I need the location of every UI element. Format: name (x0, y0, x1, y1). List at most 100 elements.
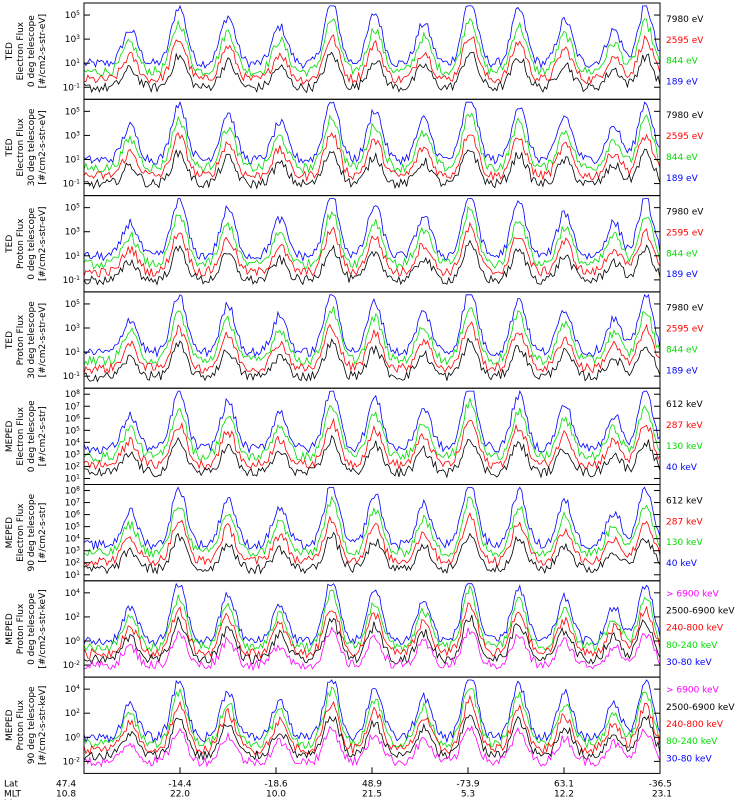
panel-3-legend-2: 2595 eV (666, 228, 704, 238)
panel-5-ytick-label: 103 (65, 449, 80, 461)
panel-3-series-2 (83, 221, 661, 278)
panel-8-legend-1: > 6900 keV (666, 686, 720, 696)
xaxis-lat-label: -18.6 (264, 779, 288, 789)
panel-3-ytick-label: 103 (65, 226, 80, 238)
panel-3-legend-1: 7980 eV (666, 207, 704, 217)
xaxis-row-label-2: MLT (4, 789, 22, 799)
panel-2-series-4 (83, 100, 661, 166)
panel-1-ytick-label: 103 (65, 34, 80, 46)
panel-7-ytick-label: 10-2 (63, 660, 81, 672)
panel-5-series-4 (83, 389, 661, 454)
panel-6-series-1 (83, 531, 661, 575)
panel-6-ytick-label: 105 (65, 521, 80, 533)
panel-8-legend-2: 2500-6900 keV (666, 703, 735, 713)
xaxis-mlt-label: 21.5 (362, 789, 382, 799)
panel-1-series-4 (83, 4, 661, 69)
panel-7-legend-1: > 6900 keV (666, 589, 720, 599)
panel-7-ylabel-line-2: Proton Flux (16, 603, 26, 654)
panel-2-ytick-label: 105 (65, 106, 80, 118)
panel-5-ytick-label: 105 (65, 425, 80, 437)
panel-4-series-3 (83, 306, 661, 367)
panel-6-ytick-label: 106 (65, 509, 80, 521)
panel-5-ylabel-line-4: [#/cm2-s-str] (38, 406, 48, 466)
panel-7-ylabel-line-3: 0 deg telescope (27, 593, 37, 665)
panel-5-series-3 (83, 398, 661, 463)
panel-5-series-1 (83, 434, 661, 479)
panel-4-ylabel-line-3: 30 deg telescope (27, 301, 37, 379)
panel-6-series-4 (83, 486, 661, 551)
panel-7-series-1 (83, 626, 661, 672)
panel-8-ytick-label: 102 (65, 708, 80, 720)
panel-5-ytick-label: 104 (65, 437, 80, 449)
panel-7-legend-2: 2500-6900 keV (666, 606, 735, 616)
panel-8-ylabel-line-1: MEPED (5, 709, 15, 741)
panel-6-ytick-label: 102 (65, 557, 80, 569)
panel-7-series-5 (83, 582, 661, 647)
panel-3-ytick-label: 10-1 (63, 274, 81, 286)
xaxis-lat-label: -36.5 (649, 779, 672, 789)
panel-3-ytick-label: 105 (65, 202, 80, 214)
panel-7-ylabel-line-1: MEPED (5, 613, 15, 645)
panel-8-legend-4: 80-240 keV (666, 737, 718, 747)
panel-7-ylabel-line-4: [#/cm2-s-str-keV] (38, 589, 48, 668)
panel-4: 10-1 101 103 105 TED Proton Flux 30 deg telesc… (5, 291, 704, 389)
panel-1-ylabel-line-2: Electron Flux (16, 21, 26, 80)
panel-3-legend-4: 189 eV (666, 270, 699, 280)
panel-8: 10-2 100 102 104 MEPED Proton Flux 90 deg tele… (5, 676, 735, 774)
panel-8-legend-5: 30-80 keV (666, 754, 712, 764)
panel-6-ytick-label: 101 (65, 569, 80, 581)
panel-4-ytick-label: 103 (65, 323, 80, 335)
panel-4-legend-1: 7980 eV (666, 304, 704, 314)
panel-2-ylabel-line-1: TED (5, 138, 15, 157)
panel-3-ylabel-line-3: 0 deg telescope (27, 207, 37, 279)
panel-6-ylabel-line-4: [#/cm2-s-str] (38, 503, 48, 563)
panel-6-ylabel-line-2: Electron Flux (16, 503, 26, 562)
panel-1-legend-4: 189 eV (666, 78, 699, 88)
panel-1-ylabel-line-4: [#/cm2-s-str-eV] (38, 14, 48, 89)
panel-7-series-4 (83, 584, 661, 653)
xaxis-mlt-label: 22.0 (170, 789, 190, 799)
panel-6-ytick-label: 104 (65, 533, 80, 545)
panel-8-ytick-label: 104 (65, 684, 80, 696)
panel-3-ylabel-line-2: Proton Flux (16, 218, 26, 269)
xaxis-mlt-label: 12.2 (554, 789, 574, 799)
panel-4-series-4 (83, 293, 661, 359)
panel-1-legend-1: 7980 eV (666, 15, 704, 25)
panel-4-series-2 (83, 321, 661, 375)
panel-5-ytick-label: 102 (65, 461, 80, 473)
panel-2: 10-1 101 103 105 TED Electron Flux 30 deg tele… (5, 98, 704, 197)
panel-5-ylabel-line-2: Electron Flux (16, 406, 26, 465)
xaxis-lat-label: 48.9 (362, 779, 382, 789)
panel-8-series-3 (83, 694, 661, 756)
panel-8-ylabel-line-4: [#/cm2-s-str-keV] (38, 686, 48, 765)
panel-4-ylabel-line-2: Proton Flux (16, 314, 26, 365)
panel-1-ytick-label: 105 (65, 10, 80, 22)
panel-2-legend-4: 189 eV (666, 174, 699, 184)
panel-1: 10-1 101 103 105 TED Electron Flux 0 deg teles… (5, 2, 704, 100)
panel-8-series-2 (83, 714, 661, 761)
panel-4-ytick-label: 105 (65, 298, 80, 310)
panel-5-legend-1: 612 keV (666, 400, 703, 410)
panel-3-ylabel-line-1: TED (5, 235, 15, 254)
panel-1-legend-3: 844 eV (666, 57, 699, 67)
panel-2-legend-3: 844 eV (666, 153, 699, 163)
panel-8-ylabel-line-2: Proton Flux (16, 699, 26, 750)
panel-4-ytick-label: 10-1 (63, 371, 81, 383)
panel-2-ylabel-line-2: Electron Flux (16, 118, 26, 177)
xaxis-mlt-label: 5.3 (461, 789, 475, 799)
panel-1-ylabel-line-1: TED (5, 42, 15, 61)
panel-8-series-5 (83, 679, 661, 744)
panel-1-ylabel-line-3: 0 deg telescope (27, 15, 37, 87)
panel-2-legend-1: 7980 eV (666, 111, 704, 121)
panel-2-legend-2: 2595 eV (666, 132, 704, 142)
panel-2-ytick-label: 103 (65, 130, 80, 142)
xaxis-row-label-1: Lat (4, 779, 19, 789)
panel-4-legend-3: 844 eV (666, 346, 699, 356)
panel-6-ylabel-line-1: MEPED (5, 517, 15, 549)
panel-7-legend-5: 30-80 keV (666, 658, 712, 668)
xaxis-mlt-label: 10.0 (266, 789, 286, 799)
panel-4-ylabel-line-4: [#/cm2-s-str-eV] (38, 303, 48, 378)
